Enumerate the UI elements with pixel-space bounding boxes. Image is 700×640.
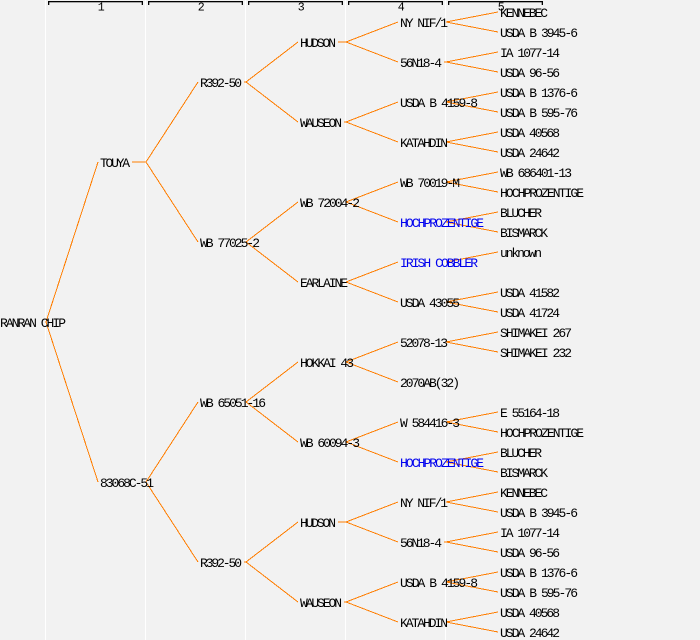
svg-text:IA 1077-14: IA 1077-14 <box>500 46 560 61</box>
svg-text:HOCHPROZENTIGE: HOCHPROZENTIGE <box>400 216 484 231</box>
svg-text:USDA 43055: USDA 43055 <box>400 296 460 311</box>
svg-text:USDA 41724: USDA 41724 <box>500 306 560 321</box>
svg-text:NY NIF/1: NY NIF/1 <box>400 496 448 511</box>
svg-text:unknown: unknown <box>500 246 542 261</box>
svg-text:USDA B 3945-6: USDA B 3945-6 <box>500 506 578 521</box>
svg-text:E 55164-18: E 55164-18 <box>500 406 560 421</box>
svg-text:NY NIF/1: NY NIF/1 <box>400 16 448 31</box>
svg-text:IA 1077-14: IA 1077-14 <box>500 526 560 541</box>
svg-text:USDA 96-56: USDA 96-56 <box>500 546 560 561</box>
svg-text:KATAHDIN: KATAHDIN <box>400 136 448 151</box>
svg-text:HUDSON: HUDSON <box>300 36 336 51</box>
svg-text:KATAHDIN: KATAHDIN <box>400 616 448 631</box>
svg-text:BISMARCK: BISMARCK <box>500 466 548 481</box>
svg-text:56N18-4: 56N18-4 <box>400 56 442 71</box>
svg-text:WAUSEON: WAUSEON <box>300 596 342 611</box>
svg-text:3: 3 <box>298 1 305 14</box>
svg-text:56N18-4: 56N18-4 <box>400 536 442 551</box>
svg-text:2: 2 <box>198 1 205 14</box>
svg-text:USDA 96-56: USDA 96-56 <box>500 66 560 81</box>
svg-text:R392-50: R392-50 <box>200 76 242 91</box>
svg-text:USDA B 1376-6: USDA B 1376-6 <box>500 566 578 581</box>
svg-text:HOCHPROZENTIGE: HOCHPROZENTIGE <box>500 426 584 441</box>
svg-text:USDA 40568: USDA 40568 <box>500 126 560 141</box>
svg-text:BLUCHER: BLUCHER <box>500 446 542 461</box>
svg-text:HOKKAI 43: HOKKAI 43 <box>300 356 354 371</box>
svg-text:USDA B 4159-8: USDA B 4159-8 <box>400 576 478 591</box>
svg-text:USDA 24642: USDA 24642 <box>500 146 560 161</box>
svg-text:KENNEBEC: KENNEBEC <box>500 6 548 21</box>
svg-text:83068C-51: 83068C-51 <box>100 476 154 491</box>
svg-text:BLUCHER: BLUCHER <box>500 206 542 221</box>
svg-text:USDA B 595-76: USDA B 595-76 <box>500 586 578 601</box>
svg-text:W 584416-3: W 584416-3 <box>400 416 460 431</box>
svg-text:TOUYA: TOUYA <box>100 156 130 171</box>
svg-text:RANRAN CHIP: RANRAN CHIP <box>0 316 66 331</box>
svg-text:WB 686401-13: WB 686401-13 <box>500 166 572 181</box>
svg-text:HOCHPROZENTIGE: HOCHPROZENTIGE <box>400 456 484 471</box>
svg-text:WAUSEON: WAUSEON <box>300 116 342 131</box>
svg-text:2070AB(32): 2070AB(32) <box>400 376 460 391</box>
svg-text:5: 5 <box>498 1 505 14</box>
svg-text:SHIMAKEI 232: SHIMAKEI 232 <box>500 346 572 361</box>
svg-text:1: 1 <box>98 1 105 14</box>
svg-text:USDA 40568: USDA 40568 <box>500 606 560 621</box>
svg-text:USDA B 3945-6: USDA B 3945-6 <box>500 26 578 41</box>
svg-text:WB 77025-2: WB 77025-2 <box>200 236 260 251</box>
svg-text:HOCHPROZENTIGE: HOCHPROZENTIGE <box>500 186 584 201</box>
svg-text:USDA 24642: USDA 24642 <box>500 626 560 640</box>
svg-text:USDA B 1376-6: USDA B 1376-6 <box>500 86 578 101</box>
svg-text:R392-50: R392-50 <box>200 556 242 571</box>
svg-text:52078-13: 52078-13 <box>400 336 448 351</box>
svg-text:HUDSON: HUDSON <box>300 516 336 531</box>
svg-text:WB 72004-2: WB 72004-2 <box>300 196 360 211</box>
svg-text:SHIMAKEI 267: SHIMAKEI 267 <box>500 326 572 341</box>
svg-text:KENNEBEC: KENNEBEC <box>500 486 548 501</box>
svg-text:WB 60094-3: WB 60094-3 <box>300 436 360 451</box>
svg-text:USDA B 4159-8: USDA B 4159-8 <box>400 96 478 111</box>
svg-text:USDA B 595-76: USDA B 595-76 <box>500 106 578 121</box>
svg-text:WB 65051-16: WB 65051-16 <box>200 396 266 411</box>
svg-text:4: 4 <box>398 1 405 14</box>
svg-text:EARLAINE: EARLAINE <box>300 276 348 291</box>
svg-text:IRISH COBBLER: IRISH COBBLER <box>400 256 478 271</box>
svg-text:BISMARCK: BISMARCK <box>500 226 548 241</box>
svg-text:USDA 41582: USDA 41582 <box>500 286 560 301</box>
svg-text:WB 70019-M: WB 70019-M <box>400 176 460 191</box>
